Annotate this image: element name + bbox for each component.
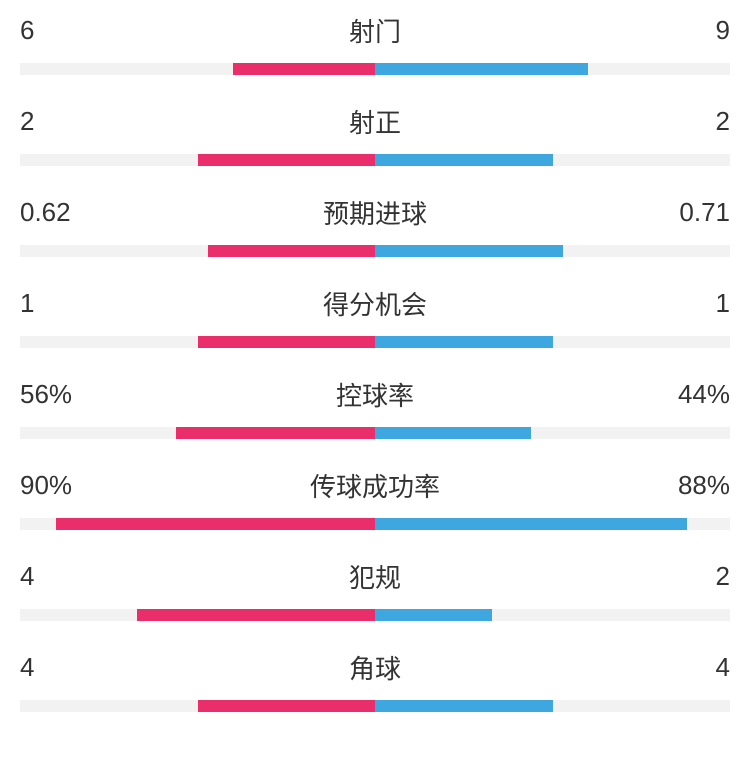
stat-label-line: 6射门9	[20, 12, 730, 49]
stat-bar-track	[20, 427, 730, 439]
stat-label: 传球成功率	[100, 467, 650, 504]
stat-value-right: 2	[650, 561, 730, 592]
stat-value-left: 2	[20, 106, 100, 137]
stat-bar-fill-left	[198, 700, 376, 712]
stat-bar-half-right	[375, 427, 730, 439]
stat-bar-track	[20, 245, 730, 257]
stat-bar-fill-right	[375, 336, 553, 348]
stat-label-line: 90%传球成功率88%	[20, 467, 730, 504]
stat-bar-half-left	[20, 154, 375, 166]
stat-value-right: 1	[650, 288, 730, 319]
stat-bar-fill-right	[375, 427, 531, 439]
stat-value-left: 56%	[20, 379, 100, 410]
stats-container: 6射门92射正20.62预期进球0.711得分机会156%控球率44%90%传球…	[20, 12, 730, 712]
stat-row: 56%控球率44%	[20, 376, 730, 439]
stat-bar-fill-right	[375, 245, 563, 257]
stat-bar-half-left	[20, 427, 375, 439]
stat-bar-half-left	[20, 63, 375, 75]
stat-bar-track	[20, 518, 730, 530]
stat-bar-fill-left	[176, 427, 375, 439]
stat-bar-half-right	[375, 700, 730, 712]
stat-label: 预期进球	[100, 194, 650, 231]
stat-bar-half-left	[20, 245, 375, 257]
stat-bar-half-left	[20, 336, 375, 348]
stat-value-right: 0.71	[650, 197, 730, 228]
stat-value-right: 44%	[650, 379, 730, 410]
stat-bar-fill-right	[375, 518, 687, 530]
stat-label-line: 4犯规2	[20, 558, 730, 595]
stat-row: 2射正2	[20, 103, 730, 166]
stat-value-left: 1	[20, 288, 100, 319]
stat-value-right: 88%	[650, 470, 730, 501]
stat-value-left: 0.62	[20, 197, 100, 228]
stat-label-line: 56%控球率44%	[20, 376, 730, 413]
stat-label-line: 2射正2	[20, 103, 730, 140]
stat-row: 90%传球成功率88%	[20, 467, 730, 530]
stat-bar-half-right	[375, 518, 730, 530]
stat-bar-half-right	[375, 154, 730, 166]
stat-value-left: 6	[20, 15, 100, 46]
stat-label-line: 4角球4	[20, 649, 730, 686]
stat-label-line: 1得分机会1	[20, 285, 730, 322]
stat-bar-fill-right	[375, 700, 553, 712]
stat-bar-half-left	[20, 609, 375, 621]
stat-label: 犯规	[100, 558, 650, 595]
stat-bar-fill-left	[198, 336, 376, 348]
stat-bar-fill-left	[198, 154, 376, 166]
stat-bar-fill-left	[56, 518, 376, 530]
stat-bar-half-right	[375, 245, 730, 257]
stat-bar-fill-right	[375, 154, 553, 166]
stat-label: 角球	[100, 649, 650, 686]
stat-value-left: 90%	[20, 470, 100, 501]
stat-bar-track	[20, 700, 730, 712]
stat-value-left: 4	[20, 561, 100, 592]
stat-row: 4角球4	[20, 649, 730, 712]
stat-value-right: 2	[650, 106, 730, 137]
stat-label: 射门	[100, 12, 650, 49]
stat-bar-half-right	[375, 63, 730, 75]
stat-bar-half-left	[20, 700, 375, 712]
stat-bar-half-right	[375, 609, 730, 621]
stat-bar-fill-right	[375, 63, 588, 75]
stat-bar-track	[20, 63, 730, 75]
stat-value-left: 4	[20, 652, 100, 683]
stat-label: 射正	[100, 103, 650, 140]
stat-bar-fill-left	[233, 63, 375, 75]
stat-bar-fill-left	[208, 245, 375, 257]
stat-label: 得分机会	[100, 285, 650, 322]
stat-row: 1得分机会1	[20, 285, 730, 348]
stat-bar-half-left	[20, 518, 375, 530]
stat-value-right: 9	[650, 15, 730, 46]
stat-bar-track	[20, 609, 730, 621]
stat-row: 4犯规2	[20, 558, 730, 621]
stat-label-line: 0.62预期进球0.71	[20, 194, 730, 231]
stat-bar-track	[20, 336, 730, 348]
stat-row: 0.62预期进球0.71	[20, 194, 730, 257]
stat-bar-fill-right	[375, 609, 492, 621]
stat-row: 6射门9	[20, 12, 730, 75]
stat-bar-half-right	[375, 336, 730, 348]
stat-bar-track	[20, 154, 730, 166]
stat-label: 控球率	[100, 376, 650, 413]
stat-value-right: 4	[650, 652, 730, 683]
stat-bar-fill-left	[137, 609, 375, 621]
